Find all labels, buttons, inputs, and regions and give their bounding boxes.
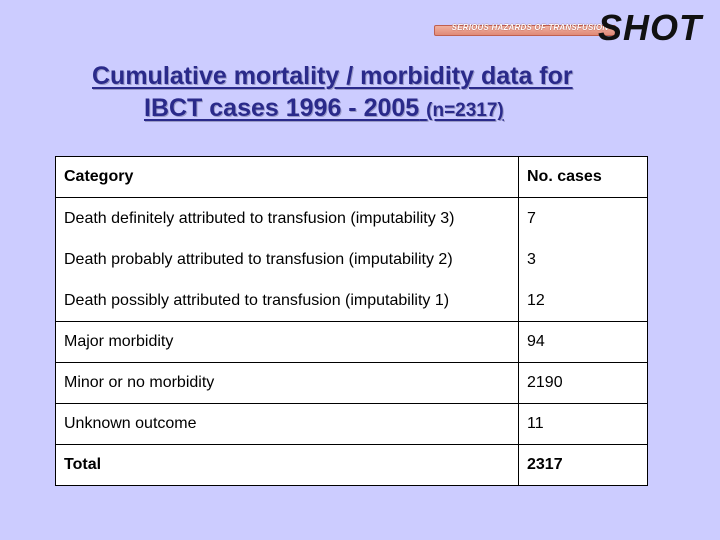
category-cell: Unknown outcome	[55, 403, 519, 445]
cases-cell: 7	[527, 210, 536, 227]
logo-wordmark: SHOT	[598, 7, 703, 48]
cases-cell: 11	[518, 403, 648, 445]
death-categories-cell: Death definitely attributed to transfusi…	[55, 197, 519, 322]
death-cases-cell: 7 3 12	[518, 197, 648, 322]
header-category: Category	[55, 156, 519, 198]
category-cell: Death possibly attributed to transfusion…	[64, 292, 450, 309]
category-cell: Death probably attributed to transfusion…	[64, 251, 453, 268]
cases-cell: 2190	[518, 362, 648, 404]
table-row-deaths: Death definitely attributed to transfusi…	[55, 197, 648, 322]
cases-cell: 3	[527, 251, 536, 268]
title-line-2-main: IBCT cases 1996 - 2005	[144, 94, 420, 122]
total-value: 2317	[518, 444, 648, 486]
category-cell: Death definitely attributed to transfusi…	[64, 210, 455, 227]
table-row: Unknown outcome 11	[55, 403, 648, 445]
total-label: Total	[55, 444, 519, 486]
logo-banner	[434, 25, 616, 36]
data-table: Category No. cases Death definitely attr…	[55, 156, 648, 486]
category-cell: Major morbidity	[55, 321, 519, 363]
title-count: (n=2317)	[426, 100, 504, 121]
header-cases: No. cases	[518, 156, 648, 198]
table-row: Minor or no morbidity 2190	[55, 362, 648, 404]
cases-cell: 94	[518, 321, 648, 363]
table-row: Major morbidity 94	[55, 321, 648, 363]
category-cell: Minor or no morbidity	[55, 362, 519, 404]
table-header-row: Category No. cases	[55, 156, 648, 198]
title-line-2: IBCT cases 1996 - 2005 (n=2317)	[144, 94, 504, 123]
table-total-row: Total 2317	[55, 444, 648, 486]
logo-tagline: SERIOUS HAZARDS OF TRANSFUSION	[451, 23, 609, 32]
cases-cell: 12	[527, 292, 545, 309]
title-line-1: Cumulative mortality / morbidity data fo…	[92, 62, 573, 90]
shot-logo: SERIOUS HAZARDS OF TRANSFUSION SHOT	[430, 8, 715, 48]
